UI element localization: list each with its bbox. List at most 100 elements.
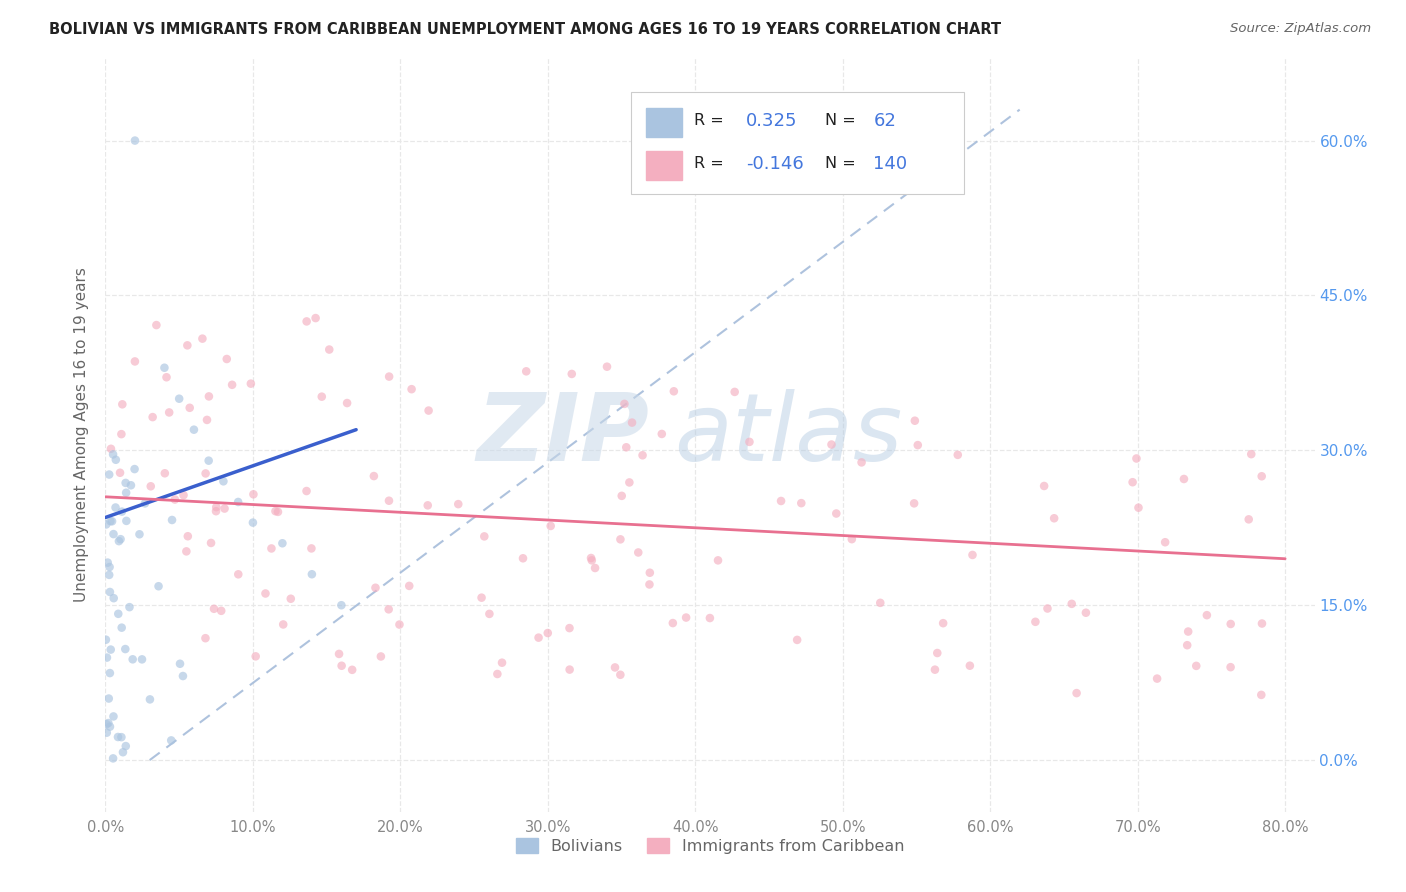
Point	[304, 311, 326, 326]
Point	[111, 397, 134, 411]
Point	[96, 725, 118, 739]
Point	[153, 360, 176, 375]
Point	[377, 602, 399, 616]
Point	[98, 560, 121, 574]
Point	[226, 495, 249, 509]
Point	[340, 663, 363, 677]
Point	[820, 437, 842, 451]
Point	[301, 567, 323, 582]
Point	[202, 602, 225, 616]
Point	[416, 499, 439, 513]
Point	[139, 479, 162, 493]
Point	[662, 616, 685, 631]
Point	[110, 427, 132, 442]
Point	[101, 447, 124, 461]
Legend: Bolivians, Immigrants from Caribbean: Bolivians, Immigrants from Caribbean	[509, 831, 911, 860]
Point	[245, 649, 267, 664]
Point	[609, 533, 631, 547]
Point	[364, 581, 387, 595]
Point	[825, 507, 848, 521]
Point	[205, 500, 228, 515]
Point	[1250, 469, 1272, 483]
Point	[330, 598, 353, 612]
Point	[155, 370, 177, 384]
Point	[1128, 500, 1150, 515]
Point	[110, 730, 132, 744]
Y-axis label: Unemployment Among Ages 16 to 19 years: Unemployment Among Ages 16 to 19 years	[75, 268, 90, 602]
Point	[1125, 451, 1147, 466]
Point	[160, 733, 183, 747]
Point	[96, 717, 118, 731]
Point	[205, 504, 228, 518]
Point	[1043, 511, 1066, 525]
Point	[401, 382, 423, 396]
Point	[561, 367, 583, 381]
Point	[471, 591, 494, 605]
Point	[946, 448, 969, 462]
Point	[841, 532, 863, 546]
Point	[145, 318, 167, 332]
Text: BOLIVIAN VS IMMIGRANTS FROM CARIBBEAN UNEMPLOYMENT AMONG AGES 16 TO 19 YEARS COR: BOLIVIAN VS IMMIGRANTS FROM CARIBBEAN UN…	[49, 22, 1001, 37]
Point	[215, 351, 238, 366]
Point	[370, 649, 392, 664]
Text: N =: N =	[825, 113, 860, 128]
Point	[128, 527, 150, 541]
Point	[328, 647, 350, 661]
Text: 62: 62	[873, 112, 896, 129]
Point	[267, 505, 290, 519]
Point	[167, 392, 190, 406]
Point	[388, 617, 411, 632]
Point	[295, 314, 318, 328]
Point	[121, 652, 143, 666]
Point	[662, 384, 685, 399]
Point	[98, 585, 121, 599]
Point	[172, 669, 194, 683]
Point	[491, 656, 513, 670]
Point	[160, 513, 183, 527]
Point	[100, 514, 122, 528]
Point	[1122, 475, 1144, 490]
Point	[614, 440, 637, 454]
FancyBboxPatch shape	[631, 92, 965, 194]
Point	[1195, 608, 1218, 623]
Point	[1036, 601, 1059, 615]
Point	[114, 739, 136, 753]
Point	[260, 541, 283, 556]
Point	[124, 462, 146, 476]
Point	[100, 442, 122, 456]
Point	[197, 453, 219, 467]
Point	[558, 663, 581, 677]
Point	[104, 452, 127, 467]
Point	[176, 338, 198, 352]
Point	[169, 657, 191, 671]
Point	[927, 646, 949, 660]
Point	[1060, 597, 1083, 611]
Point	[101, 751, 124, 765]
Point	[609, 667, 631, 681]
Point	[932, 616, 955, 631]
Point	[1066, 686, 1088, 700]
Point	[447, 497, 470, 511]
Point	[94, 632, 117, 647]
Point	[699, 611, 721, 625]
Point	[299, 541, 322, 556]
Point	[157, 405, 180, 419]
Point	[1185, 659, 1208, 673]
Point	[209, 604, 232, 618]
Point	[98, 720, 121, 734]
Point	[110, 532, 132, 546]
Point	[153, 467, 176, 481]
Point	[790, 496, 813, 510]
Bar	[645, 109, 682, 137]
Point	[1074, 606, 1097, 620]
Point	[242, 516, 264, 530]
Point	[195, 413, 218, 427]
Point	[610, 489, 633, 503]
Point	[111, 621, 134, 635]
Point	[770, 494, 793, 508]
Point	[107, 730, 129, 744]
Point	[1173, 472, 1195, 486]
Point	[512, 551, 534, 566]
Point	[280, 591, 302, 606]
Point	[1237, 512, 1260, 526]
